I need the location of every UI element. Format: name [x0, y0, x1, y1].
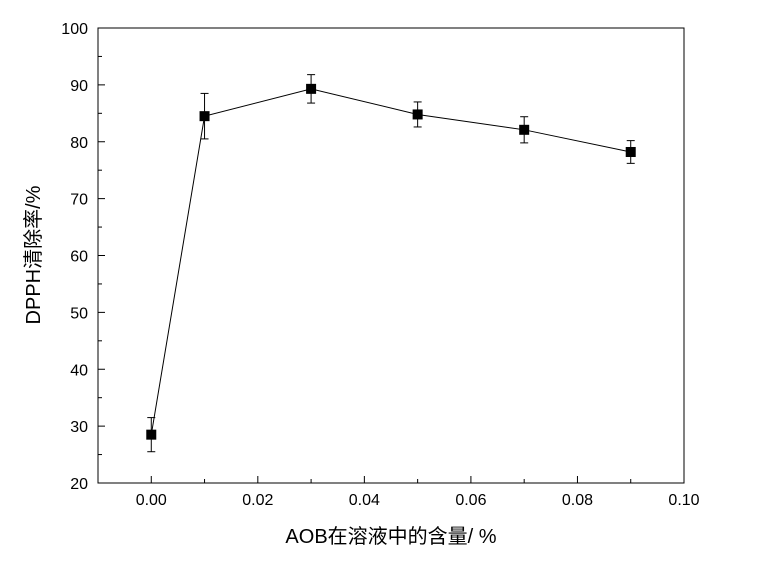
y-tick-label: 80	[70, 135, 88, 152]
data-point	[412, 109, 423, 120]
y-tick-label: 100	[61, 21, 88, 38]
series-line	[150, 88, 631, 435]
x-tick-label: 0.10	[668, 492, 699, 509]
y-axis-title: DPPH清除率/%	[22, 185, 45, 324]
y-tick-label: 70	[70, 192, 88, 209]
data-point	[519, 124, 530, 135]
x-tick-label: 0.02	[242, 492, 273, 509]
y-tick-label: 40	[70, 362, 88, 379]
data-point	[625, 146, 636, 157]
y-tick-label: 20	[70, 476, 88, 493]
y-tick-label: 30	[70, 419, 88, 436]
x-tick-label: 0.00	[136, 492, 167, 509]
plot-frame	[97, 27, 685, 484]
y-tick-label: 50	[70, 305, 88, 322]
data-point	[306, 83, 317, 94]
x-tick-label: 0.04	[349, 492, 380, 509]
x-tick-label: 0.06	[455, 492, 486, 509]
x-tick-label: 0.08	[562, 492, 593, 509]
data-point	[146, 429, 157, 440]
y-tick-label: 90	[70, 78, 88, 95]
series-layer	[146, 74, 636, 453]
ticks-layer: 0.00 0.02 0.04 0.06 0.08 0.10 20 30 40 50 60 70 80 90…	[61, 21, 699, 509]
x-axis-title: AOB在溶液中的含量/ %	[285, 525, 496, 548]
data-point	[199, 111, 210, 122]
y-tick-label: 60	[70, 249, 88, 266]
